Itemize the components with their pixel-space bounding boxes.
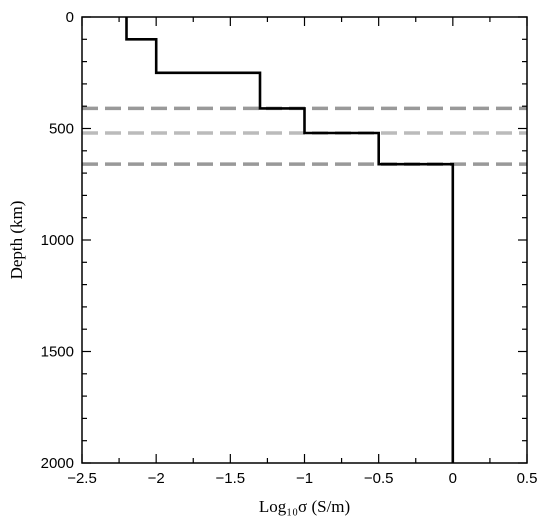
x-tick-label: −2 — [148, 470, 165, 487]
y-axis-title: Depth (km) — [7, 201, 26, 280]
y-tick-label: 1000 — [41, 232, 74, 249]
plot-area-frame — [81, 16, 528, 464]
x-tick-labels: −2.5 −2 −1.5 −1 −0.5 0 0.5 — [67, 470, 537, 487]
x-tick-label: −1.5 — [216, 470, 246, 487]
conductivity-step-line-0 — [125, 17, 455, 463]
x-tick-label: −0.5 — [364, 470, 394, 487]
x-tick-label: 0.5 — [517, 470, 538, 487]
y-tick-label: 2000 — [41, 455, 74, 472]
y-tick-labels: 0 500 1000 1500 2000 — [41, 9, 74, 472]
x-tick-label: −2.5 — [67, 470, 97, 487]
y-tick-label: 0 — [66, 9, 74, 26]
y-tick-label: 1500 — [41, 344, 74, 361]
x-axis-title: Log₁₀σ (S/m) — [259, 497, 350, 516]
y-tick-label: 500 — [49, 121, 74, 138]
series-layer — [125, 17, 455, 463]
x-tick-label: 0 — [449, 470, 457, 487]
x-tick-label: −1 — [296, 470, 313, 487]
tick-marks — [81, 16, 528, 464]
